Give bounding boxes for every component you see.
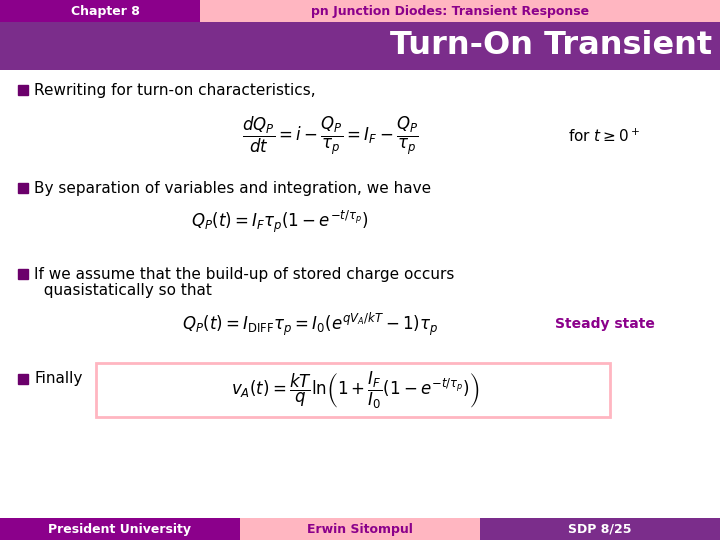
Bar [18,183,28,193]
Bar [18,85,28,95]
Text: $\dfrac{dQ_P}{dt} = i - \dfrac{Q_P}{\tau_p} = I_F - \dfrac{Q_P}{\tau_p}$: $\dfrac{dQ_P}{dt} = i - \dfrac{Q_P}{\tau… [242,115,418,157]
Text: By separation of variables and integration, we have: By separation of variables and integrati… [34,180,431,195]
Text: pn Junction Diodes: Transient Response: pn Junction Diodes: Transient Response [311,4,589,17]
FancyBboxPatch shape [240,518,480,540]
Bar [18,374,28,384]
FancyBboxPatch shape [0,22,720,70]
Text: If we assume that the build-up of stored charge occurs: If we assume that the build-up of stored… [34,267,454,281]
Text: $Q_P(t) = I_{\mathrm{DIFF}}\tau_p = I_0\left(e^{qV_A/kT}-1\right)\tau_p$: $Q_P(t) = I_{\mathrm{DIFF}}\tau_p = I_0\… [182,310,438,338]
FancyBboxPatch shape [0,0,200,22]
FancyBboxPatch shape [480,518,720,540]
Text: Rewriting for turn-on characteristics,: Rewriting for turn-on characteristics, [34,83,315,98]
Bar [18,269,28,279]
Text: Turn-On Transient: Turn-On Transient [390,30,712,62]
FancyBboxPatch shape [200,0,720,22]
Text: $v_A(t) = \dfrac{kT}{q}\ln\!\left(1 + \dfrac{I_F}{I_0}\left(1-e^{-t/\tau_p}\righ: $v_A(t) = \dfrac{kT}{q}\ln\!\left(1 + \d… [231,369,480,410]
FancyBboxPatch shape [0,518,240,540]
FancyBboxPatch shape [96,363,610,417]
Text: Steady state: Steady state [555,317,655,331]
Text: Finally: Finally [34,372,82,387]
Text: $Q_P(t) = I_F\tau_p\left(1 - e^{-t/\tau_p}\right)$: $Q_P(t) = I_F\tau_p\left(1 - e^{-t/\tau_… [192,209,369,235]
Text: President University: President University [48,523,192,536]
Text: SDP 8/25: SDP 8/25 [568,523,631,536]
Text: for $t \geq 0^+$: for $t \geq 0^+$ [568,127,640,145]
Text: Erwin Sitompul: Erwin Sitompul [307,523,413,536]
Text: quasistatically so that: quasistatically so that [34,284,212,299]
Text: Chapter 8: Chapter 8 [71,4,140,17]
